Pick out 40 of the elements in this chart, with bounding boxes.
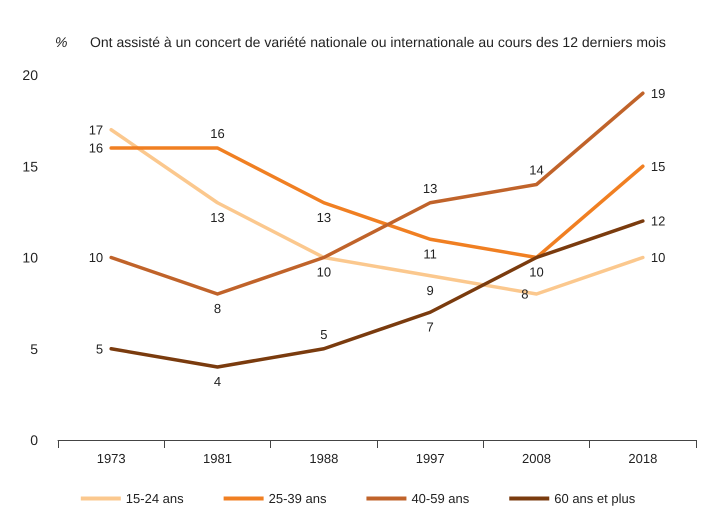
x-tick-label: 1973 bbox=[96, 451, 126, 466]
data-label: 13 bbox=[316, 210, 332, 225]
legend-label: 40-59 ans bbox=[411, 491, 470, 506]
legend-label: 60 ans et plus bbox=[554, 491, 636, 506]
y-tick-label: 20 bbox=[22, 67, 38, 83]
data-label: 10 bbox=[529, 264, 544, 280]
y-tick-label: 0 bbox=[30, 432, 38, 448]
chart-title: Ont assisté à un concert de variété nationale ou internationale au cours des 12 derniers mois bbox=[90, 34, 666, 50]
y-tick-label: 15 bbox=[22, 158, 38, 174]
data-label: 5 bbox=[96, 341, 104, 356]
data-label: 10 bbox=[316, 264, 332, 280]
data-label: 10 bbox=[650, 250, 666, 265]
legend-label: 15-24 ans bbox=[126, 491, 184, 506]
x-tick-label: 1997 bbox=[416, 451, 445, 466]
data-label: 13 bbox=[210, 210, 225, 225]
data-label: 19 bbox=[650, 86, 666, 101]
data-label: 13 bbox=[422, 180, 438, 196]
data-label: 8 bbox=[521, 286, 528, 302]
y-axis-title: % bbox=[55, 34, 68, 50]
x-tick-label: 1988 bbox=[309, 451, 338, 466]
x-tick-label: 1981 bbox=[203, 451, 232, 466]
data-label: 10 bbox=[88, 250, 104, 265]
data-label: 8 bbox=[214, 301, 222, 316]
data-label: 16 bbox=[88, 140, 104, 156]
x-tick-label: 2018 bbox=[628, 451, 658, 466]
data-label: 12 bbox=[650, 214, 666, 228]
data-label: 17 bbox=[88, 122, 104, 138]
data-label: 9 bbox=[426, 282, 434, 298]
x-tick-label: 2008 bbox=[522, 451, 551, 466]
data-label: 5 bbox=[320, 326, 328, 342]
data-label: 16 bbox=[210, 126, 225, 141]
data-label: 11 bbox=[423, 246, 437, 262]
y-tick-label: 10 bbox=[22, 250, 38, 266]
y-tick-label: 5 bbox=[30, 340, 38, 357]
data-label: 14 bbox=[529, 162, 544, 178]
data-label: 4 bbox=[214, 374, 222, 389]
data-label: 15 bbox=[650, 158, 666, 174]
data-label: 7 bbox=[426, 319, 434, 334]
line-series bbox=[109, 146, 645, 260]
legend-label: 25-39 ans bbox=[268, 491, 327, 506]
